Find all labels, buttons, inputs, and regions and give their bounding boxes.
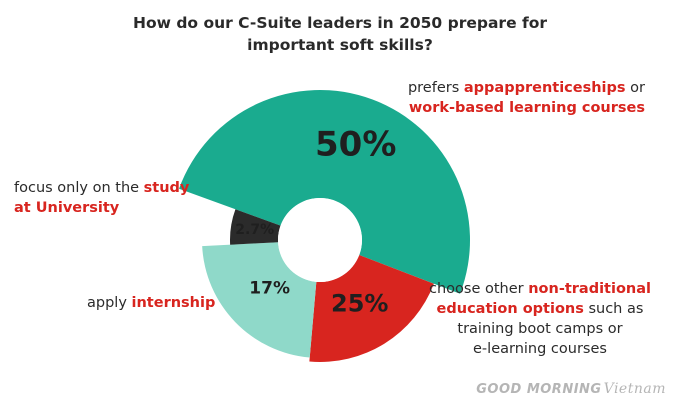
- label-non-traditional-line3: training boot camps or: [457, 321, 623, 337]
- label-university-highlight-2: at University: [14, 200, 120, 216]
- label-non-traditional-highlight-2: education options: [436, 301, 584, 317]
- label-university: focus only on the study at University: [14, 178, 189, 218]
- label-non-traditional-highlight-1: non-traditional: [528, 281, 652, 297]
- donut-hole: [278, 198, 362, 282]
- watermark-logo: GOOD MORNING Vietnam: [476, 381, 666, 397]
- label-university-highlight-1: study: [143, 180, 190, 196]
- slice-0: [179, 89, 471, 294]
- slice-label-1: 25%: [331, 290, 388, 318]
- label-non-traditional: choose other non-traditional education o…: [420, 279, 660, 359]
- label-internship-pre: apply: [87, 295, 132, 311]
- chart-title: How do our C-Suite leaders in 2050 prepa…: [0, 12, 680, 56]
- label-internship: apply internship: [87, 293, 215, 313]
- label-apprenticeship: prefers appapprenticeships or work-based…: [405, 78, 645, 118]
- label-non-traditional-post: such as: [583, 301, 644, 317]
- label-non-traditional-pre: choose other: [428, 281, 529, 297]
- label-apprenticeship-post: or: [625, 80, 645, 96]
- label-apprenticeship-pre: prefers: [407, 80, 464, 96]
- slice-label-2: 17%: [249, 279, 290, 299]
- watermark-main: GOOD MORNING: [476, 382, 602, 397]
- slice-1: [309, 255, 434, 362]
- slice-label-3: 2.7%: [235, 222, 274, 238]
- chart-title-line2: important soft skills?: [247, 36, 433, 54]
- label-internship-highlight: internship: [131, 295, 216, 311]
- label-non-traditional-line4: e-learning courses: [473, 341, 607, 357]
- watermark-script: Vietnam: [603, 381, 666, 397]
- slice-label-0: 50%: [315, 124, 396, 164]
- chart-title-line1: How do our C-Suite leaders in 2050 prepa…: [132, 14, 548, 32]
- label-apprenticeship-highlight-2: work-based learning courses: [408, 100, 645, 116]
- label-apprenticeship-highlight-1: appapprenticeships: [463, 80, 626, 96]
- slice-3: [229, 209, 281, 245]
- label-university-pre: focus only on the: [14, 180, 144, 196]
- slice-2: [202, 242, 317, 358]
